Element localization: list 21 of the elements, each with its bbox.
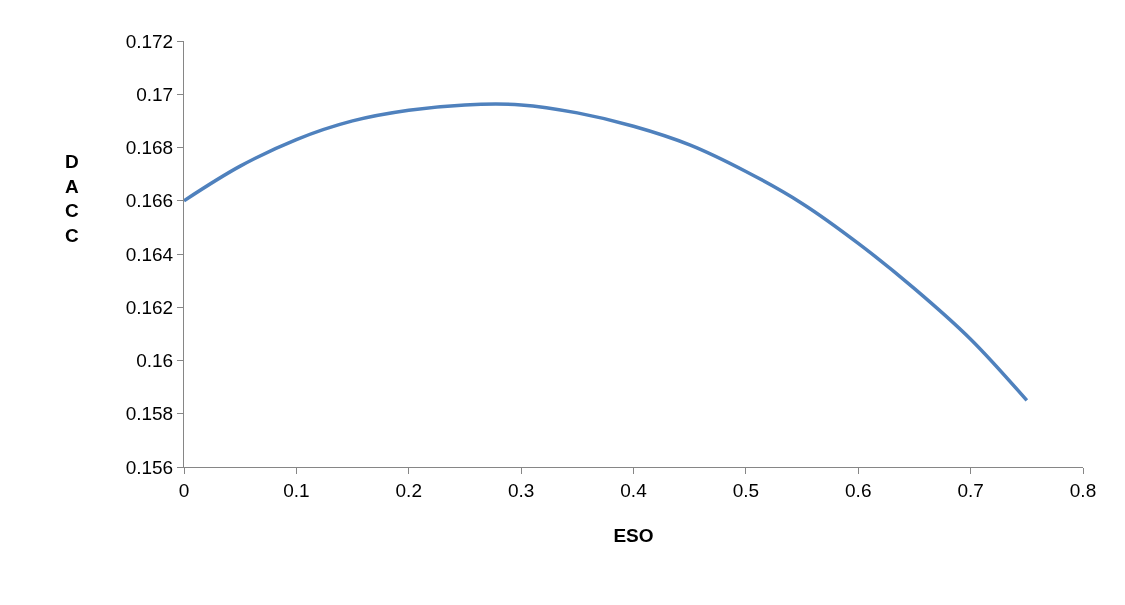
y-tick-label: 0.158 <box>125 403 174 425</box>
x-tick-label: 0 <box>178 479 190 501</box>
x-tick-label: 0.6 <box>845 479 872 501</box>
x-axis-title: ESO <box>613 524 654 546</box>
line-series <box>184 102 1029 403</box>
y-tick-label: 0.156 <box>125 456 174 478</box>
y-axis-title: DACC <box>65 151 79 247</box>
x-tick-label: 0.3 <box>507 479 535 501</box>
x-tick-label: 0.5 <box>732 479 760 501</box>
x-tick-label: 0.8 <box>1069 479 1097 501</box>
y-tick-label: 0.17 <box>136 83 174 105</box>
x-tick-label: 0.4 <box>620 479 648 501</box>
x-tick-label: 0.7 <box>957 479 984 501</box>
y-tick-label: 0.162 <box>125 296 174 318</box>
y-tick-label: 0.168 <box>125 137 174 159</box>
x-tick-label: 0.2 <box>395 479 422 501</box>
x-tick-label: 0.1 <box>283 479 310 501</box>
y-tick-label: 0.164 <box>125 243 174 265</box>
y-tick-label: 0.16 <box>136 350 174 372</box>
y-tick-label: 0.166 <box>125 190 174 212</box>
y-tick-label: 0.172 <box>125 30 174 52</box>
